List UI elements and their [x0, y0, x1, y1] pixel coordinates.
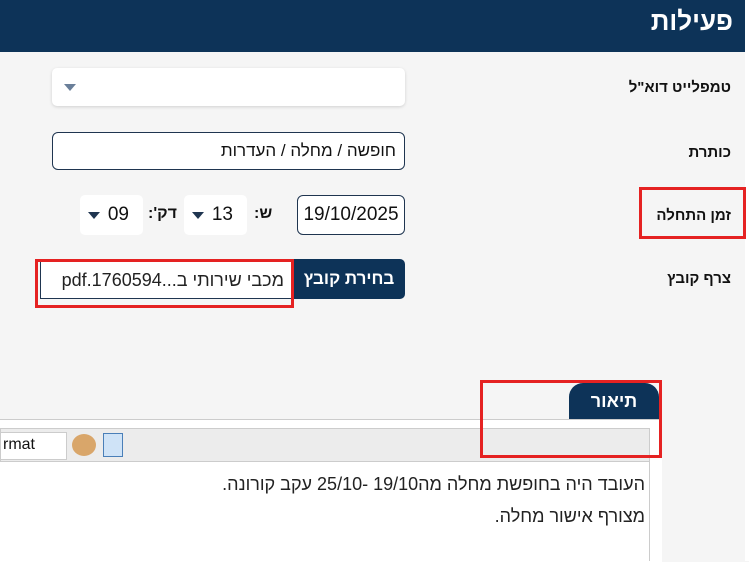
start-time-label: זמן התחלה [656, 207, 731, 224]
minute-select[interactable]: 09 [80, 195, 143, 235]
edit-source-icon[interactable] [103, 433, 123, 457]
page-header: פעילות [0, 0, 745, 52]
hour-label: ש: [254, 205, 273, 222]
chevron-down-icon [192, 211, 204, 219]
format-select[interactable]: rmat [0, 432, 67, 460]
highlight-box [35, 259, 294, 308]
highlight-box [639, 187, 746, 239]
email-template-select[interactable] [52, 68, 405, 106]
chevron-down-icon [64, 84, 76, 91]
editor-line: מצורף אישור מחלה. [494, 506, 645, 526]
page-title: פעילות [650, 6, 733, 36]
palette-icon[interactable] [72, 434, 96, 456]
email-template-label: טמפלייט דוא"ל [628, 79, 731, 96]
date-input[interactable]: 19/10/2025 [297, 195, 405, 235]
choose-file-button[interactable]: בחירת קובץ [293, 259, 405, 299]
attach-label: צרף קובץ [667, 270, 731, 287]
tab-description[interactable]: תיאור [569, 383, 659, 420]
editor-line: העובד היה בחופשת מחלה מה19/10 -25/10 עקב… [222, 474, 645, 494]
subject-label: כותרת [688, 144, 731, 161]
right-edge [745, 0, 749, 561]
chevron-down-icon [88, 211, 100, 219]
hour-value: 13 [211, 204, 233, 225]
highlight-box [480, 380, 662, 458]
subject-input[interactable]: חופשה / מחלה / העדרות [52, 132, 405, 170]
hour-select[interactable]: 13 [184, 195, 247, 235]
minute-label: דק': [148, 205, 177, 222]
editor-content[interactable]: העובד היה בחופשת מחלה מה19/10 -25/10 עקב… [0, 462, 650, 561]
minute-value: 09 [107, 204, 129, 225]
